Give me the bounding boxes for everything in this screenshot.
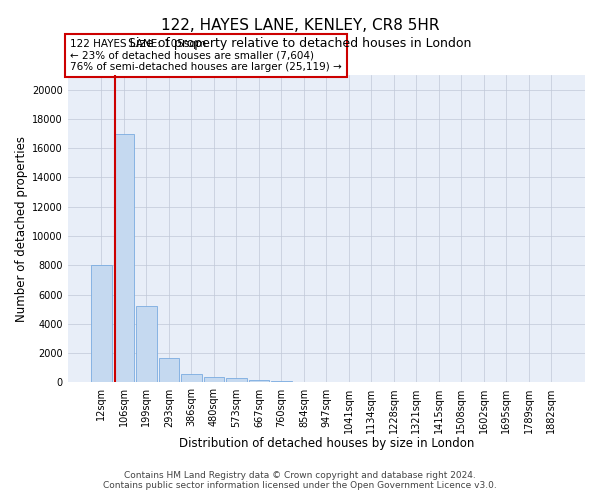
Bar [204, 376, 224, 382]
Bar [226, 378, 247, 382]
Bar [91, 266, 112, 382]
Text: Size of property relative to detached houses in London: Size of property relative to detached ho… [128, 38, 472, 51]
Y-axis label: Number of detached properties: Number of detached properties [15, 136, 28, 322]
Bar [181, 374, 202, 382]
Bar [114, 134, 134, 382]
Bar [136, 306, 157, 382]
Text: 122, HAYES LANE, KENLEY, CR8 5HR: 122, HAYES LANE, KENLEY, CR8 5HR [161, 18, 439, 32]
Bar [159, 358, 179, 382]
X-axis label: Distribution of detached houses by size in London: Distribution of detached houses by size … [179, 437, 474, 450]
Text: 122 HAYES LANE: 105sqm
← 23% of detached houses are smaller (7,604)
76% of semi-: 122 HAYES LANE: 105sqm ← 23% of detached… [70, 38, 342, 72]
Bar [249, 380, 269, 382]
Text: Contains HM Land Registry data © Crown copyright and database right 2024.
Contai: Contains HM Land Registry data © Crown c… [103, 470, 497, 490]
Bar [271, 381, 292, 382]
